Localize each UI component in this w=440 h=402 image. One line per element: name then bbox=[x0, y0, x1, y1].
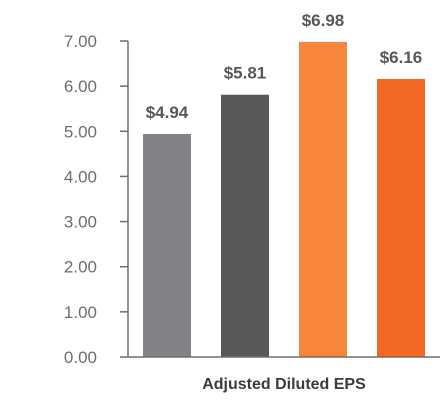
y-tick-label: 3.00 bbox=[64, 213, 97, 232]
bar-2 bbox=[221, 94, 269, 357]
bars-group bbox=[143, 41, 425, 358]
y-tick-label: 5.00 bbox=[64, 122, 97, 141]
bar-4 bbox=[377, 78, 425, 358]
y-tick-label: 7.00 bbox=[64, 32, 97, 51]
y-tick-label: 0.00 bbox=[64, 348, 97, 367]
bar-value-label-1: $4.94 bbox=[146, 103, 189, 122]
y-tick-label: 4.00 bbox=[64, 167, 97, 186]
y-tick-label: 6.00 bbox=[64, 77, 97, 96]
y-axis: 0.00 1.00 2.00 3.00 4.00 5.00 6.00 7.00 bbox=[64, 32, 129, 367]
bar-labels-group: $4.94 $5.81 $6.98 $6.16 bbox=[146, 11, 423, 122]
x-axis-label: Adjusted Diluted EPS bbox=[202, 376, 366, 393]
y-tick-label: 2.00 bbox=[64, 258, 97, 277]
bar-value-label-2: $5.81 bbox=[224, 64, 267, 83]
bar-3 bbox=[299, 41, 347, 357]
bar-1 bbox=[143, 133, 191, 357]
y-tick-label: 1.00 bbox=[64, 303, 97, 322]
bar-value-label-4: $6.16 bbox=[380, 48, 423, 67]
bar-value-label-3: $6.98 bbox=[302, 11, 345, 30]
